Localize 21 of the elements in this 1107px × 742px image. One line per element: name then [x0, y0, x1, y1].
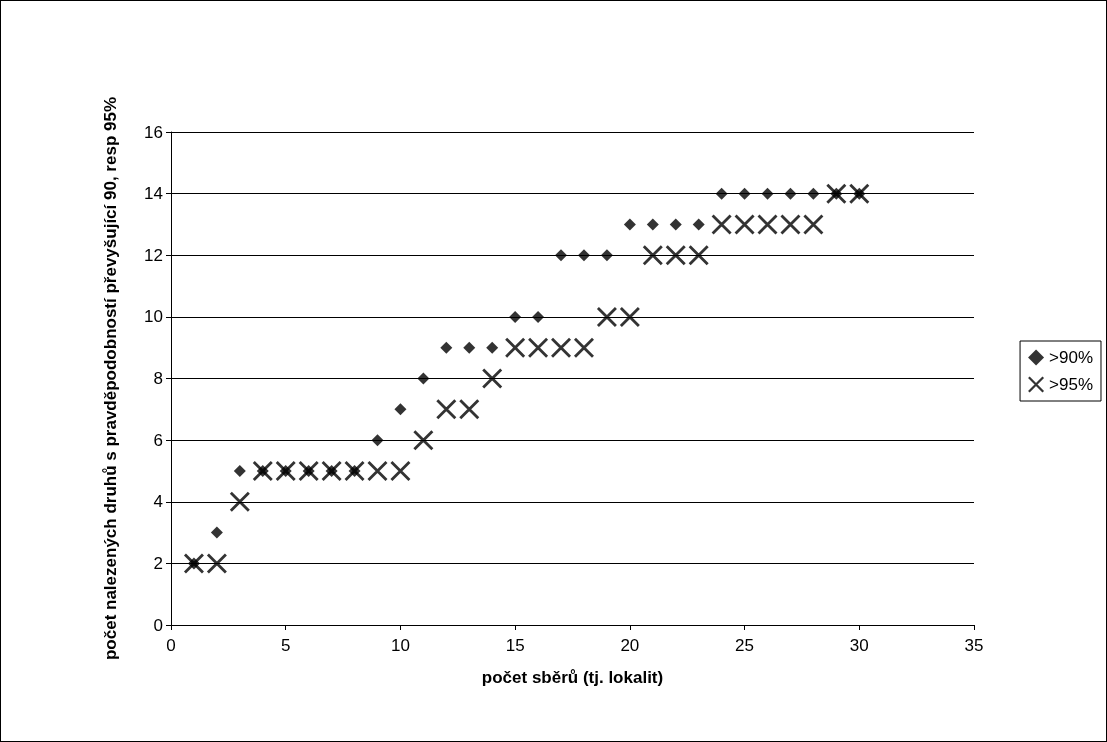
legend-label: >95%	[1049, 375, 1093, 394]
x-tick-label: 25	[735, 636, 755, 655]
x-tick-label: 0	[166, 636, 176, 655]
x-tick-label: 20	[620, 636, 640, 655]
y-tick-label: 6	[153, 430, 163, 450]
y-axis-title: počet nalezených druhů s pravděpodobností převyšující 90, resp 95%	[100, 96, 120, 661]
legend-label: >90%	[1049, 348, 1093, 367]
y-tick-label: 14	[144, 184, 163, 204]
y-tick-label: 4	[153, 492, 163, 512]
x-axis-title: počet sběrů (tj. lokalit)	[481, 668, 664, 687]
y-tick-label: 0	[153, 615, 163, 635]
y-tick-label: 10	[144, 307, 163, 327]
y-tick-label: 2	[153, 553, 163, 573]
y-tick-label: 8	[153, 369, 163, 388]
x-tick-label: 15	[505, 636, 525, 655]
x-tick-label: 5	[280, 636, 291, 655]
x-tick-label: 35	[964, 636, 984, 655]
x-tick-label: 10	[390, 636, 410, 655]
x-tick-label: 30	[849, 636, 869, 655]
y-tick-label: 16	[144, 122, 163, 142]
y-tick-label: 12	[144, 245, 163, 265]
